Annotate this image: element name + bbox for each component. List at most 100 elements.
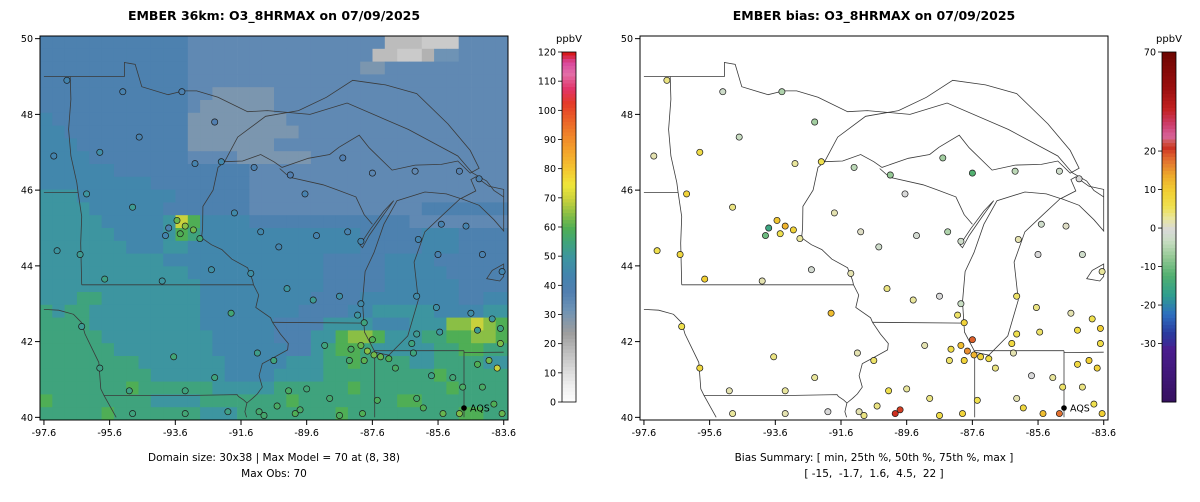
model-grid-cell xyxy=(150,394,164,408)
station-dot xyxy=(360,357,368,364)
station-dot xyxy=(885,387,893,395)
model-grid-cell xyxy=(40,330,53,344)
colorbar-segment xyxy=(1162,290,1176,294)
model-grid-cell xyxy=(495,330,509,344)
model-grid-cell xyxy=(126,215,139,229)
station-dot xyxy=(1093,364,1101,372)
colorbar-segment xyxy=(562,73,576,77)
model-grid-cell xyxy=(261,164,275,178)
model-grid-cell xyxy=(409,176,423,190)
model-grid-cell xyxy=(471,266,484,280)
model-grid-cell xyxy=(126,36,139,50)
model-grid-cell xyxy=(261,330,275,344)
model-grid-cell xyxy=(200,279,213,293)
model-grid-cell xyxy=(298,240,312,254)
colorbar-segment xyxy=(562,384,576,389)
colorbar-segment xyxy=(1162,192,1176,196)
model-grid-cell xyxy=(52,228,65,242)
model-grid-cell xyxy=(446,330,460,344)
model-grid-cell xyxy=(409,356,423,370)
colorbar-segment xyxy=(1162,381,1176,385)
model-grid-cell xyxy=(150,228,164,242)
model-grid-cell xyxy=(40,407,53,421)
model-grid-cell xyxy=(298,317,312,331)
model-grid-cell xyxy=(224,176,238,190)
model-grid-cell xyxy=(200,407,213,421)
colorbar-segment xyxy=(1162,398,1176,403)
model-grid-cell xyxy=(274,189,287,203)
x-axis-tick-label: -95.6 xyxy=(697,428,722,439)
colorbar-segment xyxy=(1162,185,1176,189)
model-grid-cell xyxy=(138,330,152,344)
colorbar-segment xyxy=(562,69,576,74)
model-grid-cell xyxy=(237,394,250,408)
model-grid-cell xyxy=(335,36,349,50)
colorbar-tick-label: 0 xyxy=(550,398,556,409)
model-grid-cell xyxy=(101,100,115,114)
model-grid-cell xyxy=(150,176,164,190)
model-grid-cell xyxy=(52,125,65,139)
model-grid-cell xyxy=(237,215,250,229)
model-grid-cell xyxy=(483,202,497,216)
station-dot xyxy=(855,408,863,416)
model-grid-cell xyxy=(40,279,53,293)
colorbar-segment xyxy=(1162,370,1176,375)
state-border xyxy=(643,309,682,323)
model-grid-cell xyxy=(89,100,102,114)
model-grid-cell xyxy=(310,407,324,421)
model-grid-cell xyxy=(249,394,263,408)
model-grid-cell xyxy=(347,381,361,395)
colorbar-segment xyxy=(562,125,576,130)
model-grid-cell xyxy=(446,317,460,331)
model-grid-cell xyxy=(483,407,497,421)
model-grid-cell xyxy=(249,176,263,190)
station-dot xyxy=(1062,222,1070,230)
model-grid-cell xyxy=(434,292,447,306)
colorbar-segment xyxy=(1162,255,1176,259)
colorbar-segment xyxy=(1162,111,1176,116)
model-grid-cell xyxy=(101,292,115,306)
model-grid-cell xyxy=(150,112,164,126)
model-grid-cell xyxy=(298,36,312,50)
model-grid-cell xyxy=(298,138,312,152)
station-dot xyxy=(781,222,789,230)
model-grid-cell xyxy=(261,176,275,190)
station-dot xyxy=(283,285,291,293)
model-grid-cell xyxy=(360,125,373,139)
model-grid-cell xyxy=(335,112,349,126)
model-grid-cell xyxy=(347,292,361,306)
colorbar-segment xyxy=(562,206,576,210)
model-grid-cell xyxy=(52,292,65,306)
model-grid-cell xyxy=(76,381,90,395)
model-grid-cell xyxy=(138,394,152,408)
station-dot xyxy=(770,353,778,361)
model-grid-cell xyxy=(495,202,509,216)
model-grid-cell xyxy=(286,189,299,203)
model-grid-cell xyxy=(40,253,53,267)
model-grid-cell xyxy=(163,381,176,395)
colorbar-segment xyxy=(1162,356,1176,361)
colorbar-segment xyxy=(562,272,576,277)
colorbar-segment xyxy=(562,185,576,189)
model-grid-cell xyxy=(446,112,460,126)
model-grid-cell xyxy=(397,151,410,165)
station-dot xyxy=(973,396,981,404)
model-grid-cell xyxy=(138,87,152,101)
state-border xyxy=(43,62,311,115)
model-grid-cell xyxy=(40,36,53,50)
model-grid-cell xyxy=(40,74,53,88)
colorbar-segment xyxy=(562,66,576,70)
model-grid-cell xyxy=(384,407,398,421)
caption-domain-size: Domain size: 30x38 | Max Model = 70 at (… xyxy=(147,452,400,464)
model-grid-cell xyxy=(274,138,287,152)
model-grid-cell xyxy=(495,138,509,152)
model-grid-cell xyxy=(261,36,275,50)
model-grid-cell xyxy=(310,138,324,152)
lake-outline xyxy=(1060,176,1105,233)
model-grid-cell xyxy=(421,304,435,318)
model-grid-cell xyxy=(224,164,238,178)
station-dot xyxy=(796,235,804,243)
station-dot xyxy=(1019,404,1027,412)
model-grid-cell xyxy=(384,36,398,50)
station-dot xyxy=(50,152,58,160)
